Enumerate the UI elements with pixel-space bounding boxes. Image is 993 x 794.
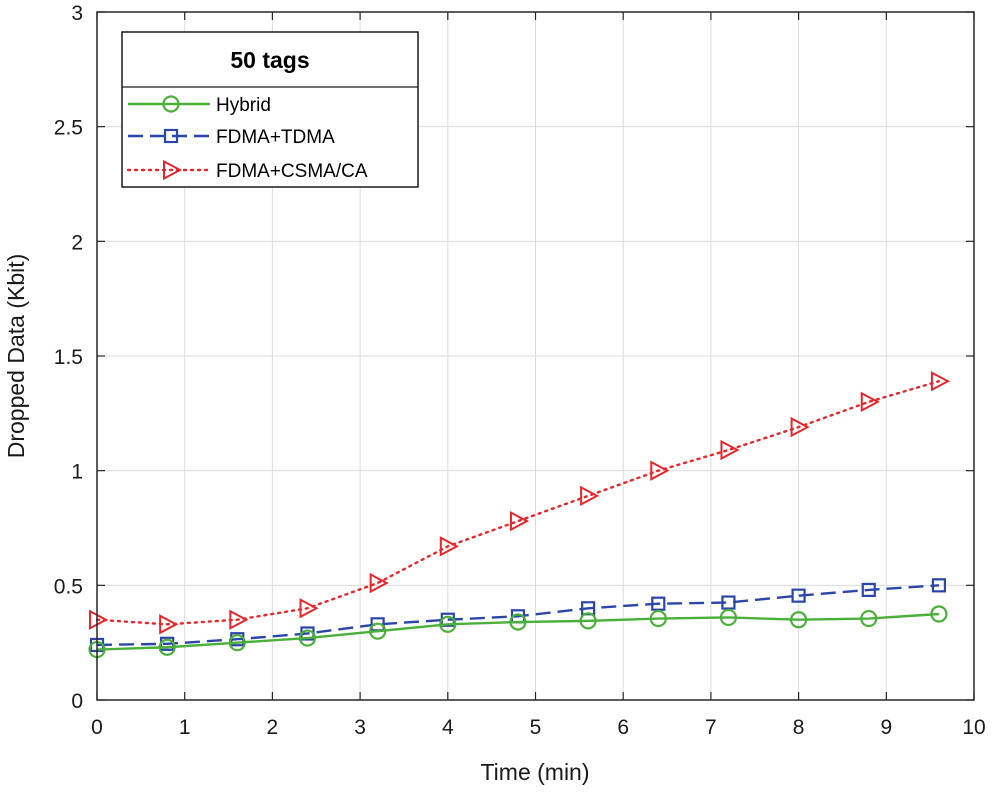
legend-label: FDMA+TDMA xyxy=(216,127,335,148)
data-point-hybrid xyxy=(369,622,387,640)
y-tick-label: 2 xyxy=(71,231,83,254)
data-point-hybrid xyxy=(298,629,317,647)
data-point-hybrid xyxy=(509,613,527,631)
data-point-fdma-tdma xyxy=(651,596,666,611)
legend-label: FDMA+CSMA/CA xyxy=(216,161,368,182)
y-axis-title: Dropped Data (Kbit) xyxy=(3,254,29,459)
data-point-fdma-csma-ca xyxy=(229,609,249,630)
data-point-fdma-csma-ca xyxy=(930,371,951,392)
legend: 50 tags Hybrid FDMA+TDMA FDMA+CSMA/CA xyxy=(121,31,419,188)
legend-entry-fdma-csma-ca: FDMA+CSMA/CA xyxy=(126,159,368,182)
y-tick-label: 1 xyxy=(71,461,83,484)
legend-entry-fdma-tdma: FDMA+TDMA xyxy=(128,127,335,148)
data-point-fdma-csma-ca xyxy=(89,609,109,630)
x-tick-label: 8 xyxy=(793,716,805,739)
series-line-fdma-csma-ca xyxy=(95,380,941,626)
data-point-fdma-tdma xyxy=(931,578,947,593)
y-tick-label: 0 xyxy=(71,690,83,713)
x-tick-label: 7 xyxy=(705,716,717,739)
data-point-fdma-csma-ca xyxy=(439,536,459,557)
data-point-fdma-csma-ca xyxy=(720,439,740,461)
y-tick-label: 3 xyxy=(71,2,83,25)
data-point-hybrid xyxy=(439,615,457,633)
x-tick-label: 4 xyxy=(442,716,454,739)
data-point-fdma-csma-ca xyxy=(509,510,530,532)
data-point-fdma-csma-ca xyxy=(580,485,600,507)
data-point-hybrid xyxy=(789,611,808,629)
legend-entries: Hybrid FDMA+TDMA FDMA+CSMA/CA xyxy=(126,95,368,182)
data-point-fdma-csma-ca xyxy=(159,614,179,635)
legend-swatch-marker xyxy=(163,159,183,181)
data-point-fdma-csma-ca xyxy=(650,460,670,481)
data-point-fdma-csma-ca xyxy=(299,598,319,619)
x-tick-label: 5 xyxy=(530,716,542,739)
data-point-fdma-tdma xyxy=(721,595,736,610)
data-point-hybrid xyxy=(158,638,176,656)
data-point-fdma-csma-ca xyxy=(790,416,810,438)
y-tick-label: 2.5 xyxy=(54,117,83,140)
data-point-hybrid xyxy=(860,609,878,628)
x-tick-label: 3 xyxy=(354,716,366,739)
x-tick-label: 0 xyxy=(91,716,103,739)
legend-swatch-marker xyxy=(162,95,180,113)
legend-label: Hybrid xyxy=(216,95,271,116)
data-point-hybrid xyxy=(649,609,667,628)
x-tick-label: 10 xyxy=(962,716,985,739)
y-tick-label: 0.5 xyxy=(54,575,83,598)
data-point-hybrid xyxy=(228,634,246,652)
series-layer xyxy=(88,371,951,659)
data-point-fdma-csma-ca xyxy=(369,572,389,594)
series-line-hybrid xyxy=(96,612,939,651)
data-point-fdma-tdma xyxy=(861,582,876,598)
legend-title: 50 tags xyxy=(230,47,309,73)
legend-swatch-marker xyxy=(163,128,179,144)
y-tick-label: 1.5 xyxy=(54,346,83,369)
data-point-fdma-csma-ca xyxy=(860,391,880,413)
axis-ticks: 0 1 2 3 4 5 6 7 8 9 10 0 0.5 1 1.5 2 2.5 3 xyxy=(54,2,986,739)
series-hybrid xyxy=(88,605,948,659)
x-tick-label: 6 xyxy=(617,716,629,739)
x-tick-label: 1 xyxy=(179,716,191,739)
data-point-hybrid xyxy=(719,608,738,627)
data-point-hybrid xyxy=(579,612,597,630)
x-tick-label: 2 xyxy=(267,716,279,739)
legend-entry-hybrid: Hybrid xyxy=(128,95,271,116)
data-point-fdma-tdma xyxy=(791,588,806,603)
series-line-fdma-tdma xyxy=(96,584,939,647)
data-point-hybrid xyxy=(930,605,948,623)
legend-box xyxy=(121,31,419,188)
x-tick-label: 9 xyxy=(880,716,892,739)
series-fdma-csma-ca xyxy=(89,371,951,635)
x-axis-title: Time (min) xyxy=(480,759,589,785)
